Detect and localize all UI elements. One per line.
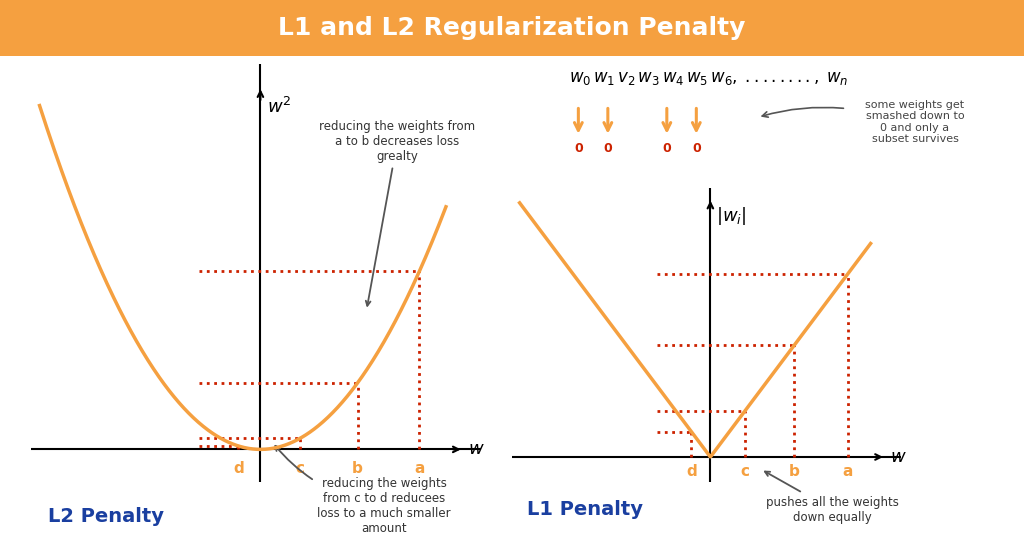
- Text: 0: 0: [663, 143, 671, 155]
- Text: 0: 0: [603, 143, 612, 155]
- Text: b: b: [788, 464, 800, 479]
- Text: L2 Penalty: L2 Penalty: [48, 507, 165, 526]
- Text: c: c: [296, 461, 305, 477]
- Text: $w_0\,w_1\,v_2\,w_3\,w_4\,w_5\,w_6$$,\;........,\;w_n$: $w_0\,w_1\,v_2\,w_3\,w_4\,w_5\,w_6$$,\;.…: [569, 70, 848, 87]
- Text: $w^2$: $w^2$: [266, 98, 291, 117]
- Text: $w$: $w$: [468, 441, 484, 458]
- Text: 0: 0: [574, 143, 583, 155]
- Text: reducing the weights from
a to b decreases loss
grealty: reducing the weights from a to b decreas…: [319, 120, 475, 306]
- Text: a: a: [415, 461, 425, 477]
- Text: 0: 0: [692, 143, 700, 155]
- Text: pushes all the weights
down equally: pushes all the weights down equally: [765, 472, 899, 524]
- Text: d: d: [232, 461, 244, 477]
- Text: some weights get
smashed down to
0 and only a
subset survives: some weights get smashed down to 0 and o…: [865, 100, 965, 145]
- Text: d: d: [686, 464, 696, 479]
- Text: c: c: [740, 464, 750, 479]
- Text: $w$: $w$: [890, 448, 906, 466]
- Text: L1 Penalty: L1 Penalty: [527, 500, 643, 519]
- Text: a: a: [843, 464, 853, 479]
- Text: L1 and L2 Regularization Penalty: L1 and L2 Regularization Penalty: [279, 16, 745, 40]
- Text: $|w_i|$: $|w_i|$: [716, 205, 746, 227]
- Text: b: b: [352, 461, 364, 477]
- Text: reducing the weights
from c to d reducees
loss to a much smaller
amount: reducing the weights from c to d reducee…: [275, 446, 451, 535]
